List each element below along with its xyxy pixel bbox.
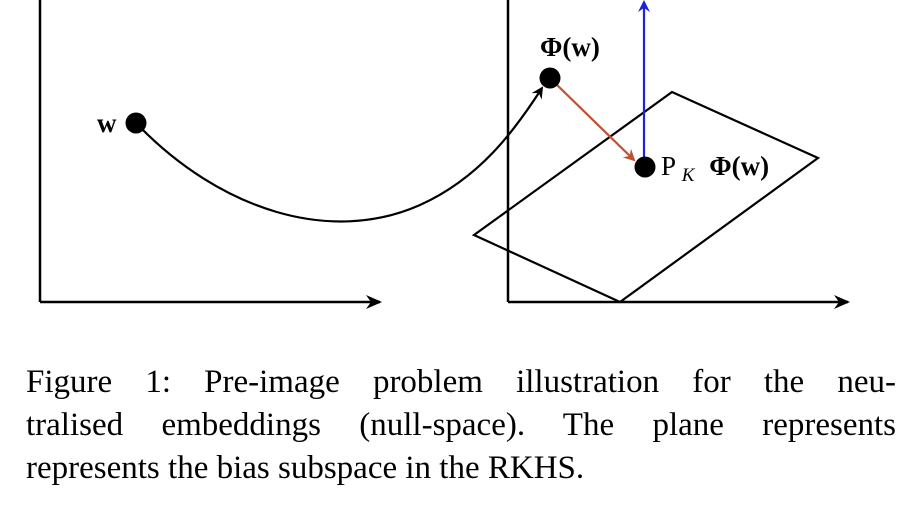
label-projection-prefix: P <box>661 151 675 181</box>
label-projection-subscript: K <box>681 165 696 186</box>
bias-subspace-plane <box>471 90 821 304</box>
caption-line-3: represents the bias subspace in the RKHS… <box>26 450 585 486</box>
point-phi-w <box>539 67 561 89</box>
pre-image-diagram: w Φ(w) P K Φ(w) <box>38 0 850 309</box>
label-projection: P K Φ(w) <box>661 151 769 187</box>
input-space-axes <box>38 0 382 309</box>
caption-line-2: tralised embeddings (null-space). The pl… <box>26 407 896 443</box>
point-projection <box>634 156 656 178</box>
label-w: w <box>97 108 117 138</box>
caption-line-1: Figure 1: Pre-image problem illustration… <box>26 364 896 400</box>
feature-map-arrow <box>136 86 544 223</box>
projection-arrow <box>555 83 636 162</box>
figure-caption: Figure 1: Pre-image problem illustration… <box>26 361 896 490</box>
label-phi-w: Φ(w) <box>540 32 600 62</box>
point-w <box>125 112 147 134</box>
label-projection-phi: Φ(w) <box>709 151 769 181</box>
